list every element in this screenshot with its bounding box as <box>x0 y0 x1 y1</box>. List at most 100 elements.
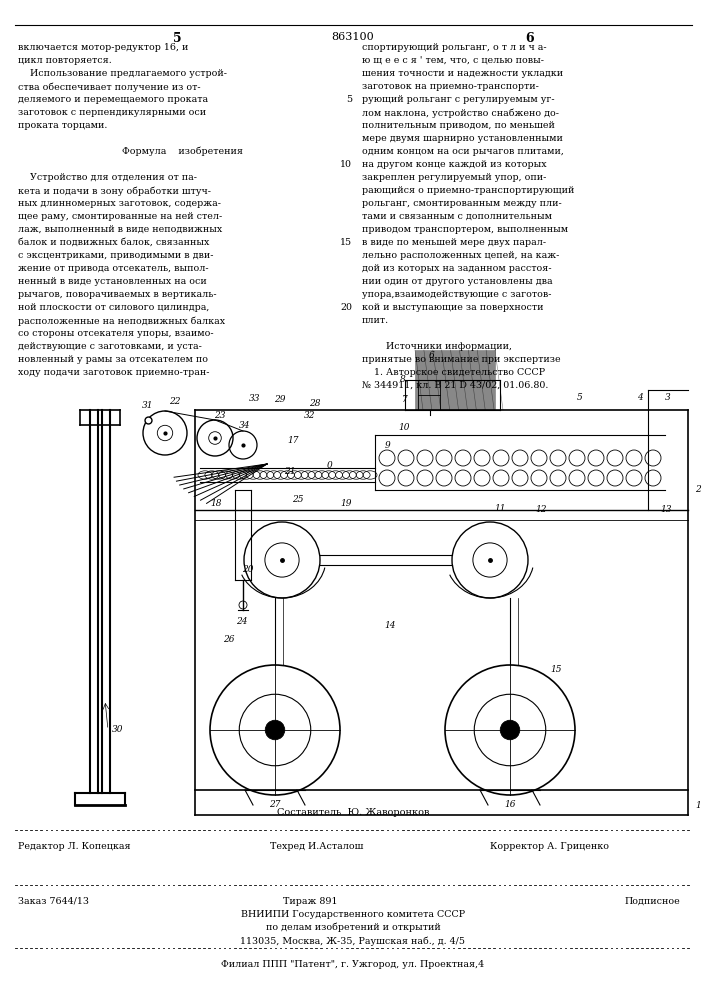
Text: принятые во внимание при экспертизе: принятые во внимание при экспертизе <box>362 355 561 364</box>
Text: 32: 32 <box>304 411 316 420</box>
Text: 31: 31 <box>142 401 153 410</box>
Text: цикл повторяется.: цикл повторяется. <box>18 56 112 65</box>
Text: 27: 27 <box>269 800 281 809</box>
Text: в виде по меньшей мере двух парал-: в виде по меньшей мере двух парал- <box>362 238 546 247</box>
Text: 8: 8 <box>400 375 406 384</box>
Text: Источники информации,: Источники информации, <box>362 342 512 351</box>
Text: с эксцентриками, приводимыми в дви-: с эксцентриками, приводимыми в дви- <box>18 251 214 260</box>
Text: плит.: плит. <box>362 316 389 325</box>
Bar <box>415 350 495 410</box>
Text: дой из которых на заданном расстоя-: дой из которых на заданном расстоя- <box>362 264 551 273</box>
Text: приводом транспортером, выполненным: приводом транспортером, выполненным <box>362 225 568 234</box>
Text: проката торцами.: проката торцами. <box>18 121 107 130</box>
Text: 14: 14 <box>384 620 396 630</box>
Text: 0: 0 <box>327 460 333 470</box>
Text: ходу подачи заготовок приемно-тран-: ходу подачи заготовок приемно-тран- <box>18 368 209 377</box>
Text: 10: 10 <box>399 422 410 432</box>
Text: Редактор Л. Копецкая: Редактор Л. Копецкая <box>18 842 131 851</box>
Text: 4: 4 <box>637 393 643 402</box>
Text: лом наклона, устройство снабжено до-: лом наклона, устройство снабжено до- <box>362 108 559 117</box>
Text: 7: 7 <box>402 394 408 403</box>
Text: 13: 13 <box>660 506 672 514</box>
Text: по делам изобретений и открытий: по делам изобретений и открытий <box>266 923 440 932</box>
Text: включается мотор-редуктор 16, и: включается мотор-редуктор 16, и <box>18 43 188 52</box>
Text: рольганг, смонтированным между пли-: рольганг, смонтированным между пли- <box>362 199 562 208</box>
Text: 33: 33 <box>250 394 261 403</box>
Circle shape <box>501 720 520 740</box>
Text: тами и связанным с дополнительным: тами и связанным с дополнительным <box>362 212 552 221</box>
Text: Филиал ППП "Патент", г. Ужгород, ул. Проектная,4: Филиал ППП "Патент", г. Ужгород, ул. Про… <box>221 960 484 969</box>
Text: со стороны отсекателя упоры, взаимо-: со стороны отсекателя упоры, взаимо- <box>18 329 214 338</box>
Text: 3: 3 <box>665 393 671 402</box>
Text: 9: 9 <box>384 440 390 450</box>
Text: рающийся о приемно-транспортирующий: рающийся о приемно-транспортирующий <box>362 186 574 195</box>
Text: 28: 28 <box>309 399 321 408</box>
Text: ных длинномерных заготовок, содержа-: ных длинномерных заготовок, содержа- <box>18 199 221 208</box>
Text: ю щ е е с я ' тем, что, с целью повы-: ю щ е е с я ' тем, что, с целью повы- <box>362 56 544 65</box>
Text: заготовок с перпендикулярными оси: заготовок с перпендикулярными оси <box>18 108 206 117</box>
Text: Корректор А. Гриценко: Корректор А. Гриценко <box>490 842 609 851</box>
Text: 863100: 863100 <box>332 32 375 42</box>
Circle shape <box>265 720 285 740</box>
Text: 6: 6 <box>526 32 534 45</box>
Text: 11: 11 <box>494 504 506 513</box>
Text: 15: 15 <box>550 666 561 674</box>
Text: ненный в виде установленных на оси: ненный в виде установленных на оси <box>18 277 206 286</box>
Text: 113035, Москва, Ж-35, Раушская наб., д. 4/5: 113035, Москва, Ж-35, Раушская наб., д. … <box>240 936 465 946</box>
Text: 21: 21 <box>284 467 296 476</box>
Text: одним концом на оси рычагов плитами,: одним концом на оси рычагов плитами, <box>362 147 564 156</box>
Text: закреплен регулируемый упор, опи-: закреплен регулируемый упор, опи- <box>362 173 547 182</box>
Text: 25: 25 <box>292 495 304 504</box>
Text: ВНИИПИ Государственного комитета СССР: ВНИИПИ Государственного комитета СССР <box>241 910 465 919</box>
Text: Устройство для отделения от па-: Устройство для отделения от па- <box>18 173 197 182</box>
Text: 5: 5 <box>577 393 583 402</box>
Text: Формула    изобретения: Формула изобретения <box>122 147 243 156</box>
Text: кой и выступающие за поверхности: кой и выступающие за поверхности <box>362 303 544 312</box>
Text: 29: 29 <box>274 395 286 404</box>
Text: Тираж 891: Тираж 891 <box>283 897 337 906</box>
Text: жение от привода отсекатель, выпол-: жение от привода отсекатель, выпол- <box>18 264 209 273</box>
Text: 34: 34 <box>239 420 251 430</box>
Text: 22: 22 <box>169 397 181 406</box>
Text: 6: 6 <box>429 351 435 360</box>
Text: ной плоскости от силового цилиндра,: ной плоскости от силового цилиндра, <box>18 303 209 312</box>
Text: нии один от другого установлены два: нии один от другого установлены два <box>362 277 553 286</box>
Text: 26: 26 <box>223 636 235 645</box>
Text: новленный у рамы за отсекателем по: новленный у рамы за отсекателем по <box>18 355 208 364</box>
Text: 2: 2 <box>695 486 701 494</box>
Text: на другом конце каждой из которых: на другом конце каждой из которых <box>362 160 547 169</box>
Text: Заказ 7644/13: Заказ 7644/13 <box>18 897 89 906</box>
Text: № 344911, кл. В 21 D 43/02, 01.06.80.: № 344911, кл. В 21 D 43/02, 01.06.80. <box>362 381 549 390</box>
Text: рычагов, поворачиваемых в вертикаль-: рычагов, поворачиваемых в вертикаль- <box>18 290 216 299</box>
Text: заготовок на приемно-транспорти-: заготовок на приемно-транспорти- <box>362 82 539 91</box>
Text: кета и подачи в зону обработки штуч-: кета и подачи в зону обработки штуч- <box>18 186 211 196</box>
Text: Использование предлагаемого устрой-: Использование предлагаемого устрой- <box>18 69 227 78</box>
Text: Составитель  Ю. Жаворонков: Составитель Ю. Жаворонков <box>277 808 429 817</box>
Text: шения точности и надежности укладки: шения точности и надежности укладки <box>362 69 563 78</box>
Text: 18: 18 <box>210 499 221 508</box>
Text: щее раму, смонтированные на ней стел-: щее раму, смонтированные на ней стел- <box>18 212 222 221</box>
Text: 12: 12 <box>535 506 547 514</box>
Text: Техред И.Асталош: Техред И.Асталош <box>270 842 363 851</box>
Text: лаж, выполненный в виде неподвижных: лаж, выполненный в виде неподвижных <box>18 225 222 234</box>
Text: Подписное: Подписное <box>624 897 680 906</box>
Text: 15: 15 <box>340 238 352 247</box>
Text: полнительным приводом, по меньшей: полнительным приводом, по меньшей <box>362 121 555 130</box>
Text: мере двумя шарнирно установленными: мере двумя шарнирно установленными <box>362 134 563 143</box>
Text: 10: 10 <box>340 160 352 169</box>
Text: действующие с заготовками, и уста-: действующие с заготовками, и уста- <box>18 342 202 351</box>
Text: 16: 16 <box>504 800 515 809</box>
Text: 5: 5 <box>346 95 352 104</box>
Text: 1. Авторское свидетельство СССР: 1. Авторское свидетельство СССР <box>362 368 545 377</box>
Text: деляемого и перемещаемого проката: деляемого и перемещаемого проката <box>18 95 208 104</box>
Text: балок и подвижных балок, связанных: балок и подвижных балок, связанных <box>18 238 209 247</box>
Text: 30: 30 <box>112 726 124 734</box>
Text: 20: 20 <box>243 566 254 574</box>
Text: 17: 17 <box>287 436 299 445</box>
Text: 1: 1 <box>695 800 701 810</box>
Text: упора,взаимодействующие с заготов-: упора,взаимодействующие с заготов- <box>362 290 551 299</box>
Text: 5: 5 <box>173 32 181 45</box>
Text: спортирующий рольганг, о т л и ч а-: спортирующий рольганг, о т л и ч а- <box>362 43 547 52</box>
Text: лельно расположенных цепей, на каж-: лельно расположенных цепей, на каж- <box>362 251 559 260</box>
Text: расположенные на неподвижных балках: расположенные на неподвижных балках <box>18 316 225 326</box>
